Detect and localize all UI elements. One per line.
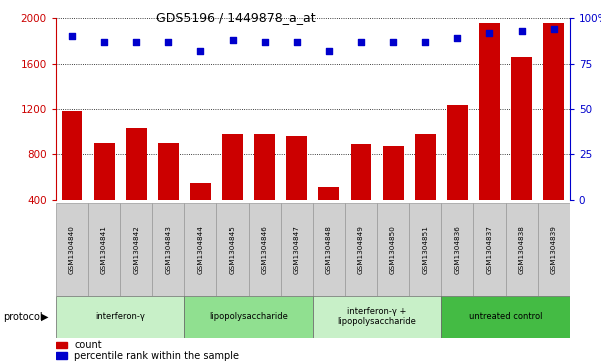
- Bar: [190, 183, 211, 245]
- Point: [163, 39, 173, 45]
- Bar: [415, 134, 436, 245]
- Text: GSM1304836: GSM1304836: [454, 225, 460, 274]
- Text: protocol: protocol: [3, 312, 43, 322]
- Bar: [94, 143, 115, 245]
- Text: GSM1304845: GSM1304845: [230, 225, 236, 274]
- Bar: [56, 352, 67, 359]
- Text: lipopolysaccharide: lipopolysaccharide: [209, 312, 288, 321]
- Point: [484, 30, 494, 36]
- Text: GSM1304849: GSM1304849: [358, 225, 364, 274]
- Bar: [474, 203, 505, 296]
- Bar: [56, 342, 67, 348]
- Text: ▶: ▶: [41, 312, 48, 322]
- Bar: [254, 134, 275, 245]
- Bar: [88, 203, 120, 296]
- Text: GSM1304839: GSM1304839: [551, 225, 557, 274]
- Point: [67, 33, 77, 39]
- Bar: [281, 203, 313, 296]
- Bar: [538, 203, 570, 296]
- Text: GSM1304838: GSM1304838: [519, 225, 525, 274]
- Text: GSM1304843: GSM1304843: [165, 225, 171, 274]
- Bar: [319, 187, 340, 245]
- Bar: [409, 203, 441, 296]
- Point: [292, 39, 302, 45]
- Text: GSM1304837: GSM1304837: [486, 225, 492, 274]
- Point: [453, 35, 462, 41]
- Bar: [345, 203, 377, 296]
- Text: untreated control: untreated control: [469, 312, 542, 321]
- Bar: [313, 296, 441, 338]
- Point: [99, 39, 109, 45]
- Point: [132, 39, 141, 45]
- Text: interferon-γ: interferon-γ: [95, 312, 145, 321]
- Bar: [441, 296, 570, 338]
- Text: GSM1304850: GSM1304850: [390, 225, 396, 274]
- Point: [388, 39, 398, 45]
- Point: [356, 39, 366, 45]
- Text: GSM1304840: GSM1304840: [69, 225, 75, 274]
- Text: GSM1304846: GSM1304846: [261, 225, 267, 274]
- Text: GSM1304848: GSM1304848: [326, 225, 332, 274]
- Point: [421, 39, 430, 45]
- Bar: [383, 146, 403, 245]
- Text: percentile rank within the sample: percentile rank within the sample: [75, 351, 239, 360]
- Bar: [447, 106, 468, 245]
- Point: [517, 28, 526, 34]
- Bar: [350, 144, 371, 245]
- Point: [228, 37, 237, 43]
- Bar: [56, 296, 185, 338]
- Bar: [441, 203, 474, 296]
- Text: GSM1304847: GSM1304847: [294, 225, 300, 274]
- Bar: [505, 203, 538, 296]
- Bar: [158, 143, 178, 245]
- Text: GSM1304851: GSM1304851: [423, 225, 429, 274]
- Bar: [152, 203, 185, 296]
- Bar: [56, 203, 88, 296]
- Text: GDS5196 / 1449878_a_at: GDS5196 / 1449878_a_at: [156, 11, 316, 24]
- Bar: [185, 296, 313, 338]
- Bar: [543, 23, 564, 245]
- Point: [260, 39, 269, 45]
- Bar: [222, 134, 243, 245]
- Bar: [185, 203, 216, 296]
- Bar: [249, 203, 281, 296]
- Bar: [479, 23, 500, 245]
- Bar: [216, 203, 249, 296]
- Text: count: count: [75, 340, 102, 350]
- Text: GSM1304842: GSM1304842: [133, 225, 139, 274]
- Point: [195, 48, 205, 54]
- Bar: [511, 57, 532, 245]
- Text: interferon-γ +
lipopolysaccharide: interferon-γ + lipopolysaccharide: [338, 307, 416, 326]
- Bar: [286, 136, 307, 245]
- Bar: [377, 203, 409, 296]
- Text: GSM1304844: GSM1304844: [197, 225, 203, 274]
- Bar: [126, 128, 147, 245]
- Bar: [61, 111, 82, 245]
- Point: [324, 48, 334, 54]
- Text: GSM1304841: GSM1304841: [101, 225, 107, 274]
- Bar: [120, 203, 152, 296]
- Point: [549, 26, 558, 32]
- Bar: [313, 203, 345, 296]
